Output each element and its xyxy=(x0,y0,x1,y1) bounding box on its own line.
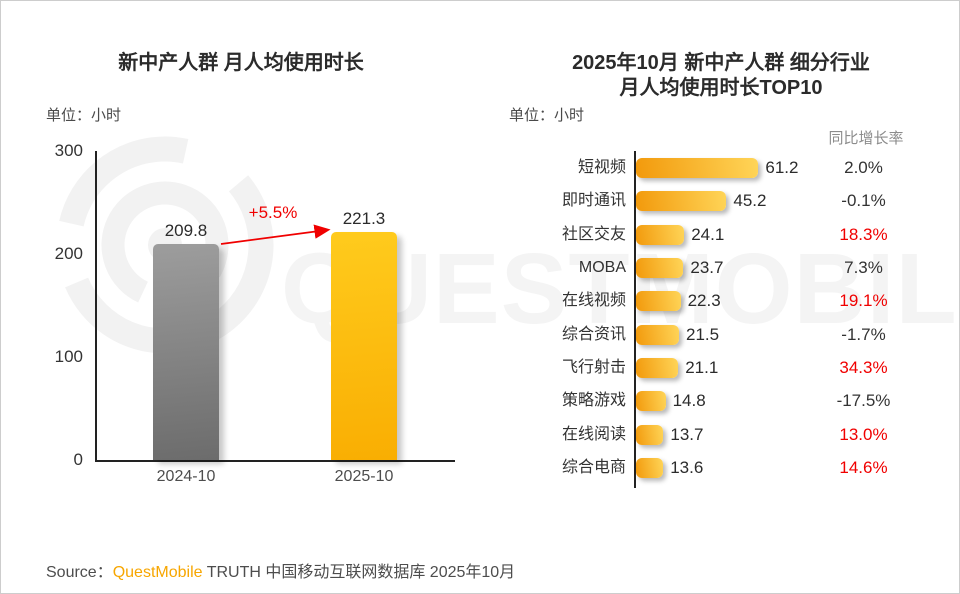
right-chart-title-line1: 2025年10月 新中产人群 细分行业 xyxy=(572,52,870,74)
row-category-label: MOBA xyxy=(578,259,626,277)
vertical-bar xyxy=(153,243,219,460)
horizontal-bar xyxy=(636,358,679,379)
y-axis-tick-label: 200 xyxy=(54,244,83,263)
left-unit-label: 单位：小时 xyxy=(46,107,122,124)
row-value-label: 14.8 xyxy=(672,391,706,411)
row-category-label: 社区交友 xyxy=(561,225,626,243)
yoy-growth-header: 同比增长率 xyxy=(828,130,904,147)
left-bar-chart: 新中产人群 月人均使用时长 单位：小时 +5.5% 0 100 200 300 209.… xyxy=(1,1,481,593)
left-y-axis xyxy=(95,151,97,460)
row-value-label: 45.2 xyxy=(733,191,767,211)
growth-arrow xyxy=(220,224,331,245)
row-category-label: 综合电商 xyxy=(561,459,626,477)
horizontal-bar xyxy=(636,391,666,412)
row-category-label: 在线阅读 xyxy=(561,425,626,443)
row-growth-label: 18.3% xyxy=(839,224,888,244)
row-growth-label: 14.6% xyxy=(839,458,888,478)
row-category-label: 飞行射击 xyxy=(561,359,626,377)
right-bar-chart: 2025年10月 新中产人群 细分行业 月人均使用时长TOP10 单位：小时 同… xyxy=(481,1,959,593)
left-plot-area: +5.5% 0 100 200 300 209.8 2024-10 221.3 2025-10 xyxy=(55,141,455,485)
horizontal-bar xyxy=(636,258,684,279)
growth-annotation: +5.5% xyxy=(248,203,298,222)
y-axis-tick-label: 0 xyxy=(73,450,83,469)
row-value-label: 21.5 xyxy=(686,324,720,344)
horizontal-bar xyxy=(636,424,664,445)
row-value-label: 61.2 xyxy=(765,158,799,177)
row-value-label: 21.1 xyxy=(685,358,719,378)
source-line: Source：QuestMobile TRUTH 中国移动互联网数据库 2025… xyxy=(46,558,515,582)
left-x-axis xyxy=(95,460,455,462)
row-category-label: 在线视频 xyxy=(561,292,626,310)
row-growth-label: 7.3% xyxy=(844,258,883,278)
x-axis-category-label: 2025-10 xyxy=(334,468,394,485)
right-category-axis xyxy=(634,151,636,488)
row-category-label: 即时通讯 xyxy=(561,192,626,210)
row-value-label: 13.7 xyxy=(670,424,704,444)
row-category-label: 综合资讯 xyxy=(561,325,626,343)
right-unit-label: 单位：小时 xyxy=(509,107,585,124)
horizontal-bar xyxy=(636,324,679,345)
y-axis-tick-label: 300 xyxy=(54,141,83,160)
bar-value-label: 221.3 xyxy=(342,209,386,229)
row-value-label: 13.6 xyxy=(670,458,704,478)
row-value-label: 23.7 xyxy=(690,258,724,278)
row-growth-label: -1.7% xyxy=(841,324,886,344)
row-growth-label: 34.3% xyxy=(839,358,888,378)
horizontal-bar xyxy=(636,458,664,479)
row-growth-label: 2.0% xyxy=(844,158,883,177)
row-growth-label: -0.1% xyxy=(841,191,886,211)
left-chart-title: 新中产人群 月人均使用时长 xyxy=(118,52,364,74)
source-brand: QuestMobile xyxy=(112,564,203,581)
source-prefix: Source： xyxy=(46,564,113,581)
horizontal-bar xyxy=(636,224,685,245)
y-axis-tick-label: 100 xyxy=(54,347,83,366)
row-category-label: 短视频 xyxy=(577,159,626,176)
horizontal-bar xyxy=(636,158,759,178)
right-plot-area: 短视频 61.2 2.0% 即时通讯 45.2 -0.1% 社区交友 24.1 18.3% MOB… xyxy=(481,151,959,495)
row-growth-label: 19.1% xyxy=(839,291,888,311)
row-growth-label: -17.5% xyxy=(836,391,891,411)
right-chart-title: 2025年10月 新中产人群 细分行业 月人均使用时长TOP10 xyxy=(481,51,959,101)
row-growth-label: 13.0% xyxy=(839,424,888,444)
horizontal-bar xyxy=(636,291,681,312)
source-suffix: TRUTH 中国移动互联网数据库 2025年10月 xyxy=(202,564,516,581)
right-chart-title-line2: 月人均使用时长TOP10 xyxy=(619,77,823,99)
row-value-label: 22.3 xyxy=(687,291,721,311)
row-category-label: 策略游戏 xyxy=(561,392,626,410)
bar-value-label: 209.8 xyxy=(164,220,208,240)
horizontal-bar xyxy=(636,191,727,212)
vertical-bar xyxy=(331,232,397,460)
x-axis-category-label: 2024-10 xyxy=(156,468,216,485)
row-value-label: 24.1 xyxy=(691,224,725,244)
